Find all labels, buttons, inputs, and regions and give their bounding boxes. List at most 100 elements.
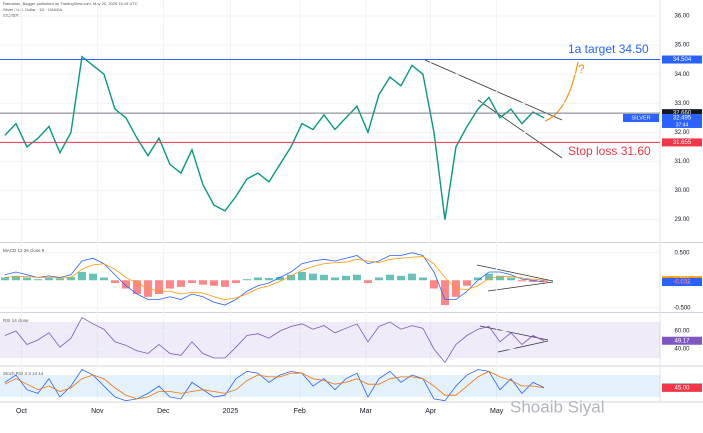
x-tick-label: Apr xyxy=(425,408,437,415)
histogram-bar xyxy=(264,278,273,281)
y-tick-label: 0.500 xyxy=(674,250,690,256)
series-line xyxy=(4,370,545,400)
histogram-bar xyxy=(495,275,504,281)
histogram-bar xyxy=(330,277,339,281)
band xyxy=(0,322,660,358)
last-value-label: 32.495 xyxy=(673,116,692,122)
band xyxy=(0,375,660,398)
histogram-bar xyxy=(440,280,449,306)
y-tick-label: -0.500 xyxy=(673,305,691,311)
histogram-bar xyxy=(220,280,229,287)
y-tick-label: 31.00 xyxy=(674,159,690,165)
histogram-bar xyxy=(462,280,471,286)
histogram-bar xyxy=(242,279,251,281)
histogram-bar xyxy=(88,273,97,281)
histogram-bar xyxy=(154,280,163,295)
pane-title: Stoch RSI 3 3 14 14 xyxy=(3,371,44,376)
y-tick-label: 35.00 xyxy=(674,43,690,49)
last-value-box xyxy=(662,113,702,128)
x-tick-label: Oct xyxy=(16,408,27,415)
x-tick-label: May xyxy=(490,408,504,415)
histogram-bar xyxy=(418,277,427,281)
last-value-box xyxy=(662,278,702,287)
histogram-bar xyxy=(110,280,119,284)
last-value-text: -0.033 xyxy=(673,280,691,286)
histogram-bar xyxy=(77,271,86,281)
x-tick-label: Nov xyxy=(91,408,104,415)
y-tick-label: 32.00 xyxy=(674,130,690,136)
last-value-box xyxy=(662,383,702,392)
histogram-bar xyxy=(33,279,42,281)
symbol-label: SILVER xyxy=(631,115,650,121)
histogram-bar xyxy=(473,277,482,281)
last-value-label: 34.504 xyxy=(673,57,692,63)
last-value-box xyxy=(662,336,702,345)
last-value-box xyxy=(662,55,702,64)
series-line xyxy=(4,55,545,220)
countdown: 37:44 xyxy=(676,122,689,128)
y-tick-label: 60.00 xyxy=(674,329,690,335)
histogram-bar xyxy=(11,275,20,281)
histogram-bar xyxy=(275,276,284,281)
x-tick-label: Feb xyxy=(294,408,306,415)
x-tick-label: Dec xyxy=(157,408,170,415)
histogram-bar xyxy=(297,271,306,281)
series-line xyxy=(4,252,545,306)
histogram-bar xyxy=(176,280,185,287)
channel xyxy=(424,59,579,353)
last-value-box xyxy=(662,109,702,118)
histogram-bar xyxy=(308,273,317,281)
x-tick-label: Mar xyxy=(360,408,373,415)
last-value-label: 31.655 xyxy=(673,140,692,146)
histogram-bar xyxy=(506,277,515,281)
y-tick-label: 33.00 xyxy=(674,101,690,107)
histogram-bar xyxy=(66,276,75,281)
histogram-bar xyxy=(484,273,493,281)
last-value-label: 49.17 xyxy=(674,338,690,344)
histogram-bar xyxy=(385,274,394,281)
y-tick-label: 29.00 xyxy=(674,217,690,223)
annotation: Stop loss 31.60 xyxy=(568,144,651,158)
histogram-bar xyxy=(231,280,240,284)
histogram-bar xyxy=(132,280,141,295)
histogram-bar xyxy=(352,274,361,281)
last-value-label: 45.00 xyxy=(674,385,690,391)
histogram-bar xyxy=(319,274,328,281)
pane-title: RSI 14 close xyxy=(3,318,29,323)
histogram-bar xyxy=(407,273,416,281)
histogram-bar xyxy=(286,274,295,281)
histogram-bar xyxy=(44,278,53,281)
histogram-bar xyxy=(429,280,438,289)
header-line: Ramadan_Bagger published on TradingView.… xyxy=(3,1,138,6)
annotation: 1a target 34.50 xyxy=(568,42,649,56)
y-tick-label: 36.00 xyxy=(674,14,690,20)
histogram-bar xyxy=(374,277,383,281)
header-line: Silver / U.S. Dollar · 1D · OANDA xyxy=(3,7,62,12)
histogram-bar xyxy=(55,278,64,281)
histogram-bar xyxy=(0,277,9,281)
histogram-bar xyxy=(253,277,262,281)
last-value-label: -0.032 xyxy=(673,280,691,286)
y-tick-label: 30.00 xyxy=(674,188,690,194)
histogram-bar xyxy=(528,280,537,282)
histogram-bar xyxy=(539,280,548,283)
y-tick-label: 34.00 xyxy=(674,72,690,78)
histogram-bar xyxy=(517,280,526,282)
histogram-bar xyxy=(99,277,108,281)
histogram-bar xyxy=(341,275,350,281)
histogram-bar xyxy=(22,277,31,281)
pane-title: MACD 12 26 close 9 xyxy=(3,248,45,253)
watermark: Shoaib Siyal xyxy=(510,397,605,416)
series-line xyxy=(4,256,544,300)
x-tick-label: 2025 xyxy=(223,408,239,415)
histogram-bar xyxy=(396,275,405,281)
annotation: ? xyxy=(578,62,585,76)
pane-borders xyxy=(0,0,703,403)
histogram-bar xyxy=(198,280,207,285)
histogram-bar xyxy=(209,280,218,286)
symbol-box xyxy=(623,113,659,122)
series-line xyxy=(4,369,545,402)
last-value-box xyxy=(662,138,702,147)
